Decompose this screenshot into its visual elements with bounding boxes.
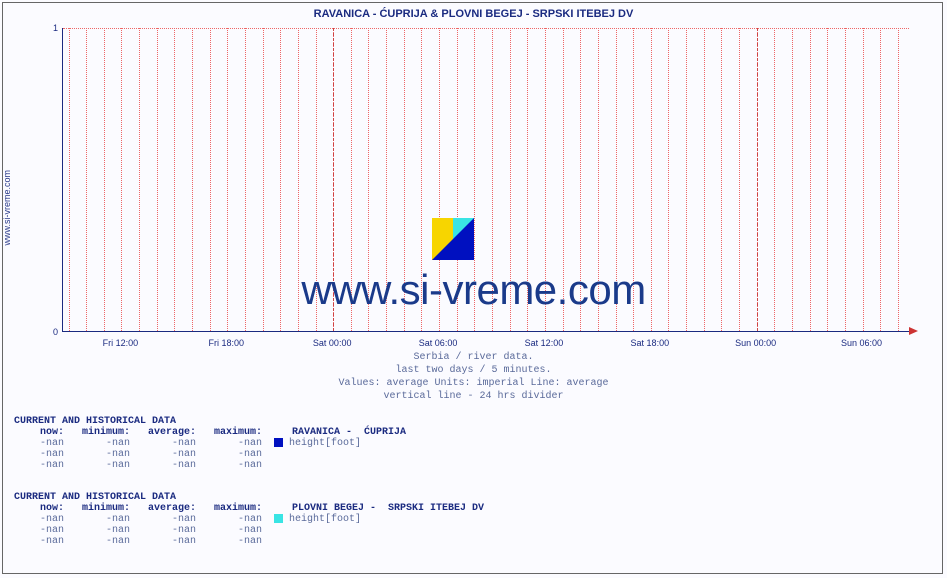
station-name: PLOVNI BEGEJ - SRPSKI ITEBEJ DV xyxy=(262,503,484,514)
val-avg: -nan xyxy=(130,536,196,547)
val-now: -nan xyxy=(14,460,64,471)
x-tick-label: Sat 06:00 xyxy=(403,338,473,348)
table-row: -nan-nan-nan-nan xyxy=(14,536,484,547)
y-axis-sitelabel: www.si-vreme.com xyxy=(2,170,22,246)
legend-swatch xyxy=(274,438,283,447)
data-section: CURRENT AND HISTORICAL DATAnow:minimum:a… xyxy=(14,416,406,471)
val-min: -nan xyxy=(64,536,130,547)
x-tick-label: Fri 18:00 xyxy=(191,338,261,348)
x-tick-label: Sat 18:00 xyxy=(615,338,685,348)
table-row: -nan-nan-nan-nan xyxy=(14,525,484,536)
legend-label: height[foot] xyxy=(289,438,361,449)
section-title: CURRENT AND HISTORICAL DATA xyxy=(14,416,406,427)
subtitle-line: Values: average Units: imperial Line: av… xyxy=(0,378,947,389)
col-now: now: xyxy=(14,427,64,438)
table-row: -nan-nan-nan-nan xyxy=(14,449,406,460)
col-max: maximum: xyxy=(196,427,262,438)
val-max: -nan xyxy=(196,449,262,460)
watermark-text: www.si-vreme.com xyxy=(0,266,947,314)
col-avg: average: xyxy=(130,427,196,438)
col-min: minimum: xyxy=(64,427,130,438)
data-section: CURRENT AND HISTORICAL DATAnow:minimum:a… xyxy=(14,492,484,547)
val-now: -nan xyxy=(14,536,64,547)
val-min: -nan xyxy=(64,525,130,536)
watermark-logo xyxy=(432,218,474,260)
val-avg: -nan xyxy=(130,438,196,449)
chart-title: RAVANICA - ĆUPRIJA & PLOVNI BEGEJ - SRPS… xyxy=(0,8,947,20)
val-avg: -nan xyxy=(130,514,196,525)
val-min: -nan xyxy=(64,460,130,471)
x-tick-label: Fri 12:00 xyxy=(85,338,155,348)
table-row: -nan-nan-nan-nan height[foot] xyxy=(14,438,406,449)
subtitle-line: vertical line - 24 hrs divider xyxy=(0,391,947,402)
section-title: CURRENT AND HISTORICAL DATA xyxy=(14,492,484,503)
table-row: -nan-nan-nan-nan xyxy=(14,460,406,471)
val-min: -nan xyxy=(64,449,130,460)
col-min: minimum: xyxy=(64,503,130,514)
col-now: now: xyxy=(14,503,64,514)
table-row: -nan-nan-nan-nan height[foot] xyxy=(14,514,484,525)
val-now: -nan xyxy=(14,525,64,536)
x-tick-label: Sat 12:00 xyxy=(509,338,579,348)
val-min: -nan xyxy=(64,438,130,449)
val-max: -nan xyxy=(196,514,262,525)
val-avg: -nan xyxy=(130,460,196,471)
section-header-row: now:minimum:average:maximum: RAVANICA - … xyxy=(14,427,406,438)
legend-entry: height[foot] xyxy=(262,438,361,449)
subtitle-line: last two days / 5 minutes. xyxy=(0,365,947,376)
x-tick-label: Sun 06:00 xyxy=(827,338,897,348)
val-max: -nan xyxy=(196,536,262,547)
val-avg: -nan xyxy=(130,525,196,536)
subtitle-line: Serbia / river data. xyxy=(0,352,947,363)
x-tick-label: Sun 00:00 xyxy=(721,338,791,348)
col-max: maximum: xyxy=(196,503,262,514)
x-axis-arrow xyxy=(909,327,918,335)
section-header-row: now:minimum:average:maximum: PLOVNI BEGE… xyxy=(14,503,484,514)
col-avg: average: xyxy=(130,503,196,514)
val-now: -nan xyxy=(14,514,64,525)
val-max: -nan xyxy=(196,460,262,471)
val-now: -nan xyxy=(14,449,64,460)
station-name: RAVANICA - ĆUPRIJA xyxy=(262,427,406,438)
gridline-h xyxy=(63,28,909,29)
y-tick-label: 0 xyxy=(44,327,58,337)
legend-entry: height[foot] xyxy=(262,514,361,525)
val-max: -nan xyxy=(196,438,262,449)
legend-swatch xyxy=(274,514,283,523)
val-avg: -nan xyxy=(130,449,196,460)
val-min: -nan xyxy=(64,514,130,525)
val-now: -nan xyxy=(14,438,64,449)
legend-label: height[foot] xyxy=(289,514,361,525)
x-tick-label: Sat 00:00 xyxy=(297,338,367,348)
val-max: -nan xyxy=(196,525,262,536)
y-tick-label: 1 xyxy=(44,23,58,33)
